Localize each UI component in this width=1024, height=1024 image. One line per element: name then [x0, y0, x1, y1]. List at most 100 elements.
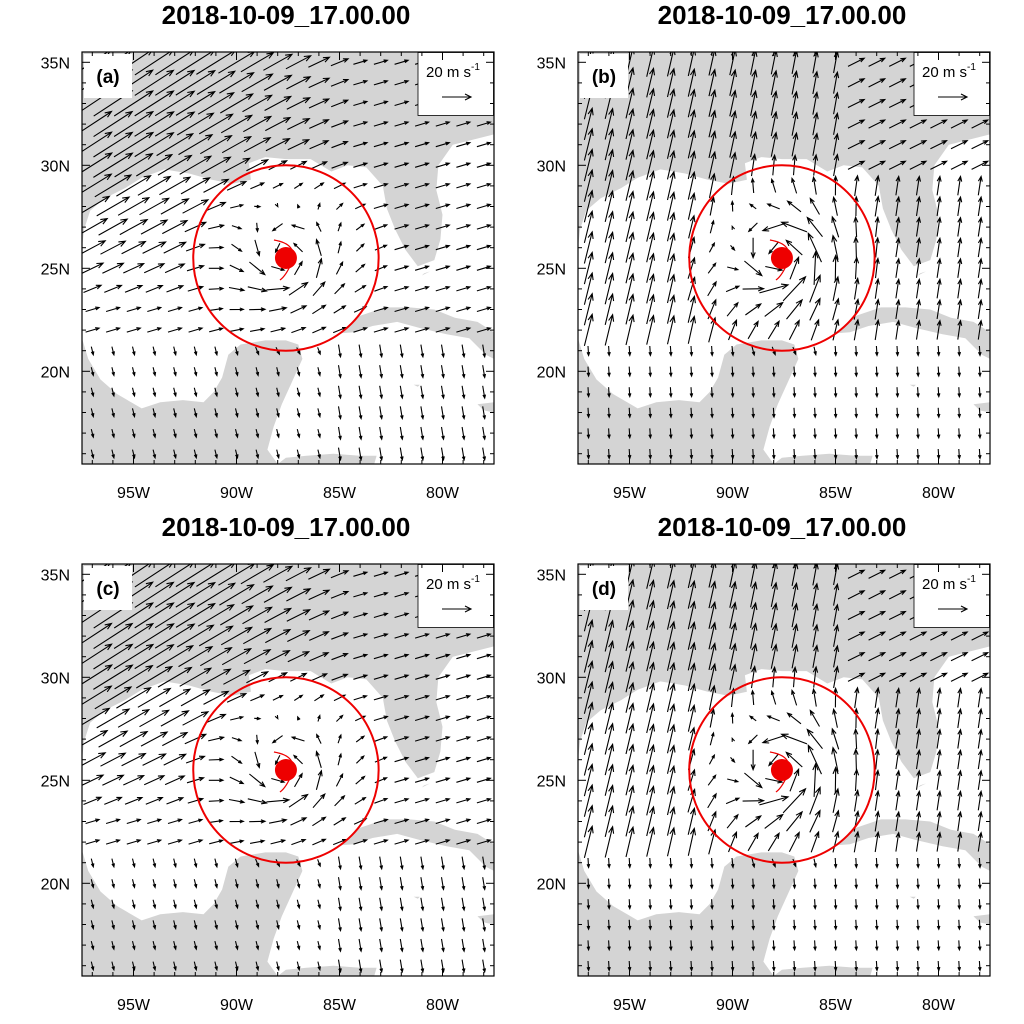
- wind-vector: [414, 285, 430, 292]
- wind-vector: [788, 831, 800, 852]
- wind-vector: [249, 327, 266, 332]
- wind-vector: [895, 789, 901, 811]
- wind-vector: [731, 224, 736, 230]
- wind-vector: [854, 857, 859, 869]
- wind-vector: [265, 628, 292, 644]
- wind-vector: [255, 920, 260, 931]
- wind-vector: [874, 789, 880, 811]
- wind-vector: [812, 250, 819, 285]
- wind-vector: [134, 623, 175, 649]
- wind-vector: [648, 899, 653, 911]
- panel-label: (c): [96, 579, 119, 600]
- wind-vector: [374, 756, 388, 763]
- wind-vector: [482, 877, 487, 891]
- wind-vector: [727, 778, 740, 783]
- wind-vector: [888, 652, 907, 662]
- wind-vector: [936, 940, 941, 952]
- wind-vector: [182, 711, 210, 726]
- wind-vector: [208, 798, 225, 803]
- wind-vector: [874, 748, 880, 770]
- wind-vector: [627, 387, 632, 399]
- wind-vector: [209, 307, 224, 311]
- wind-vector: [627, 857, 632, 869]
- wind-vector: [847, 98, 866, 108]
- land-jamaica: [973, 402, 990, 413]
- wind-vector: [166, 797, 185, 805]
- wind-vector: [744, 772, 763, 789]
- land-cuba: [340, 819, 494, 871]
- wind-vector: [648, 960, 653, 972]
- wind-vector: [234, 346, 239, 357]
- wind-vector: [142, 241, 167, 254]
- storm-overlay: [688, 676, 876, 864]
- wind-vector: [689, 345, 694, 357]
- wind-vector: [461, 877, 466, 891]
- lat-tick-label: 30N: [41, 670, 70, 687]
- wind-vector: [666, 579, 676, 610]
- wind-vector: [625, 660, 635, 693]
- wind-vector: [173, 387, 177, 398]
- wind-vector: [751, 448, 756, 460]
- wind-vector: [167, 327, 183, 333]
- wind-vector: [394, 327, 410, 333]
- wind-vector: [111, 387, 115, 398]
- wind-vector: [435, 306, 451, 313]
- wind-vector: [317, 347, 321, 356]
- wind-vector: [710, 428, 714, 440]
- land-layer: [82, 564, 494, 976]
- wind-vector: [687, 579, 697, 609]
- wind-vector: [420, 426, 425, 441]
- wind-vector: [353, 674, 369, 680]
- wind-vector: [607, 428, 611, 440]
- wind-vector: [786, 810, 804, 832]
- wind-vector: [82, 152, 114, 173]
- wind-vector: [330, 611, 350, 620]
- wind-vector: [203, 690, 230, 705]
- wind-vector: [916, 899, 920, 911]
- wind-vector: [230, 715, 245, 721]
- wind-vector: [119, 730, 149, 748]
- wind-vector: [331, 120, 350, 128]
- storm-radius-circle: [192, 164, 380, 352]
- wind-vector: [875, 940, 879, 952]
- wind-vector: [868, 652, 887, 662]
- wind-vector: [249, 839, 266, 844]
- wind-vector: [646, 702, 656, 734]
- wind-vector: [729, 130, 737, 158]
- wind-vector: [482, 856, 487, 871]
- wind-vector: [833, 428, 838, 440]
- wind-vector: [285, 55, 313, 70]
- wind-vector: [669, 448, 673, 460]
- lon-tick-label: 95W: [117, 485, 151, 502]
- land-layer: [578, 52, 990, 464]
- wind-vector: [456, 653, 472, 660]
- wind-vector: [625, 825, 635, 858]
- wind-vector: [751, 858, 756, 869]
- wind-vector: [482, 365, 487, 379]
- wind-vector: [291, 326, 307, 334]
- wind-vector: [188, 818, 204, 824]
- wind-vector: [228, 798, 246, 804]
- wind-vector: [131, 428, 136, 439]
- wind-vector: [646, 599, 656, 631]
- wind-vector: [456, 306, 472, 313]
- wind-vector: [978, 428, 982, 440]
- wind-vector: [394, 756, 410, 763]
- wind-vector: [707, 792, 717, 809]
- wind-vector: [188, 327, 204, 333]
- wind-vector: [666, 87, 676, 118]
- wind-vector: [710, 366, 714, 378]
- wind-vector: [317, 859, 321, 868]
- wind-vector: [847, 590, 866, 600]
- lat-tick-label: 25N: [537, 261, 566, 278]
- wind-vector: [791, 176, 798, 194]
- wind-vector: [173, 940, 177, 951]
- wind-vector: [847, 672, 866, 682]
- wind-vector: [315, 238, 322, 256]
- wind-vector: [978, 345, 982, 357]
- wind-vector: [373, 694, 389, 701]
- wind-vector: [196, 52, 235, 75]
- wind-vector: [476, 756, 492, 763]
- wind-vector: [915, 728, 922, 749]
- wind-vector: [296, 899, 301, 910]
